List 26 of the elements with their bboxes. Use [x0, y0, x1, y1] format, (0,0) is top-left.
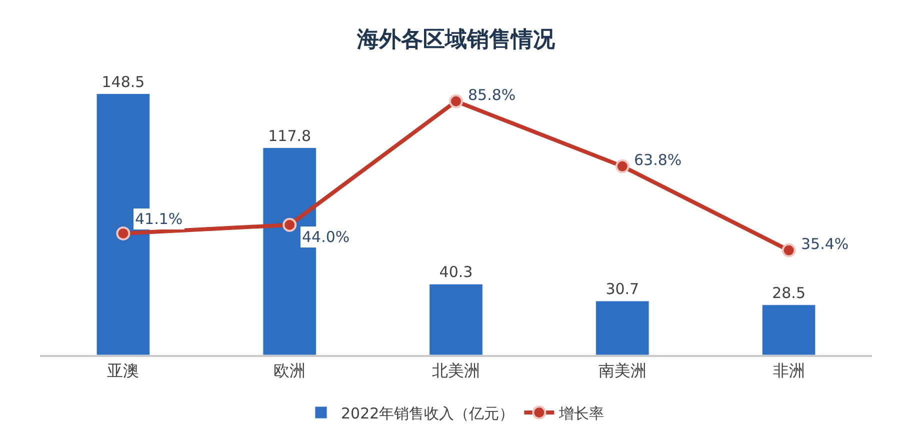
x-tick-label: 非洲 — [772, 360, 805, 380]
data-label: 30.7 — [606, 280, 640, 298]
point — [615, 159, 630, 174]
data-label: 35.4% — [801, 235, 849, 253]
legend-label: 2022年销售收入（亿元） — [341, 404, 514, 422]
data-label: 63.8% — [634, 151, 682, 169]
legend-label: 增长率 — [558, 404, 604, 422]
point — [282, 218, 297, 232]
bar — [429, 284, 483, 355]
chart-title: 海外各区域销售情况 — [356, 26, 556, 52]
data-label: 40.3 — [439, 263, 473, 282]
data-label: 85.8% — [468, 86, 516, 104]
x-tick-label: 亚澳 — [107, 360, 140, 380]
data-label: 28.5 — [772, 284, 806, 302]
data-label: 117.8 — [268, 126, 312, 145]
point — [116, 226, 130, 240]
data-label: 148.5 — [102, 72, 145, 91]
x-tick-label: 南美洲 — [598, 360, 646, 380]
bar — [762, 304, 816, 355]
x-tick-label: 北美洲 — [432, 360, 480, 380]
bar — [596, 300, 650, 355]
data-label: 44.0% — [302, 228, 350, 246]
point — [782, 243, 796, 258]
data-label: 41.1% — [135, 210, 183, 228]
point — [449, 94, 463, 108]
x-tick-label: 欧洲 — [274, 360, 306, 380]
